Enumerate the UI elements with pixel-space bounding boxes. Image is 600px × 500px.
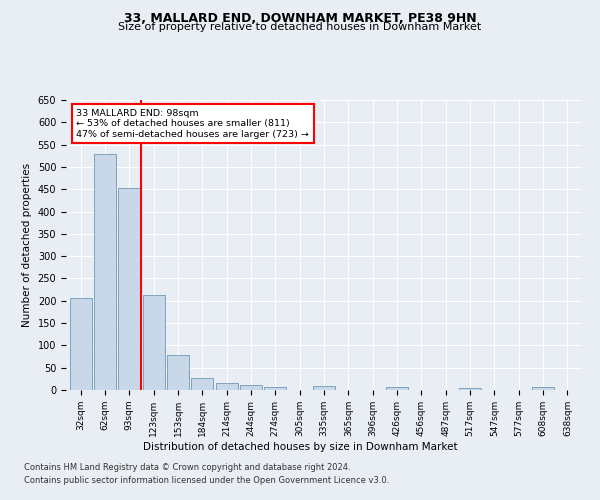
Bar [459,388,481,390]
Text: Contains HM Land Registry data © Crown copyright and database right 2024.: Contains HM Land Registry data © Crown c… [24,464,350,472]
Bar [265,387,286,390]
Bar [386,388,408,390]
Bar [143,296,164,390]
Bar [215,384,238,390]
Bar [532,388,554,390]
Y-axis label: Number of detached properties: Number of detached properties [22,163,32,327]
Bar [167,355,189,390]
Bar [70,298,92,390]
Bar [313,386,335,390]
Bar [191,378,213,390]
Text: 33 MALLARD END: 98sqm
← 53% of detached houses are smaller (811)
47% of semi-det: 33 MALLARD END: 98sqm ← 53% of detached … [76,108,309,138]
Bar [118,188,140,390]
Text: Contains public sector information licensed under the Open Government Licence v3: Contains public sector information licen… [24,476,389,485]
Bar [94,154,116,390]
Text: Size of property relative to detached houses in Downham Market: Size of property relative to detached ho… [118,22,482,32]
Bar [240,384,262,390]
Text: Distribution of detached houses by size in Downham Market: Distribution of detached houses by size … [143,442,457,452]
Text: 33, MALLARD END, DOWNHAM MARKET, PE38 9HN: 33, MALLARD END, DOWNHAM MARKET, PE38 9H… [124,12,476,26]
